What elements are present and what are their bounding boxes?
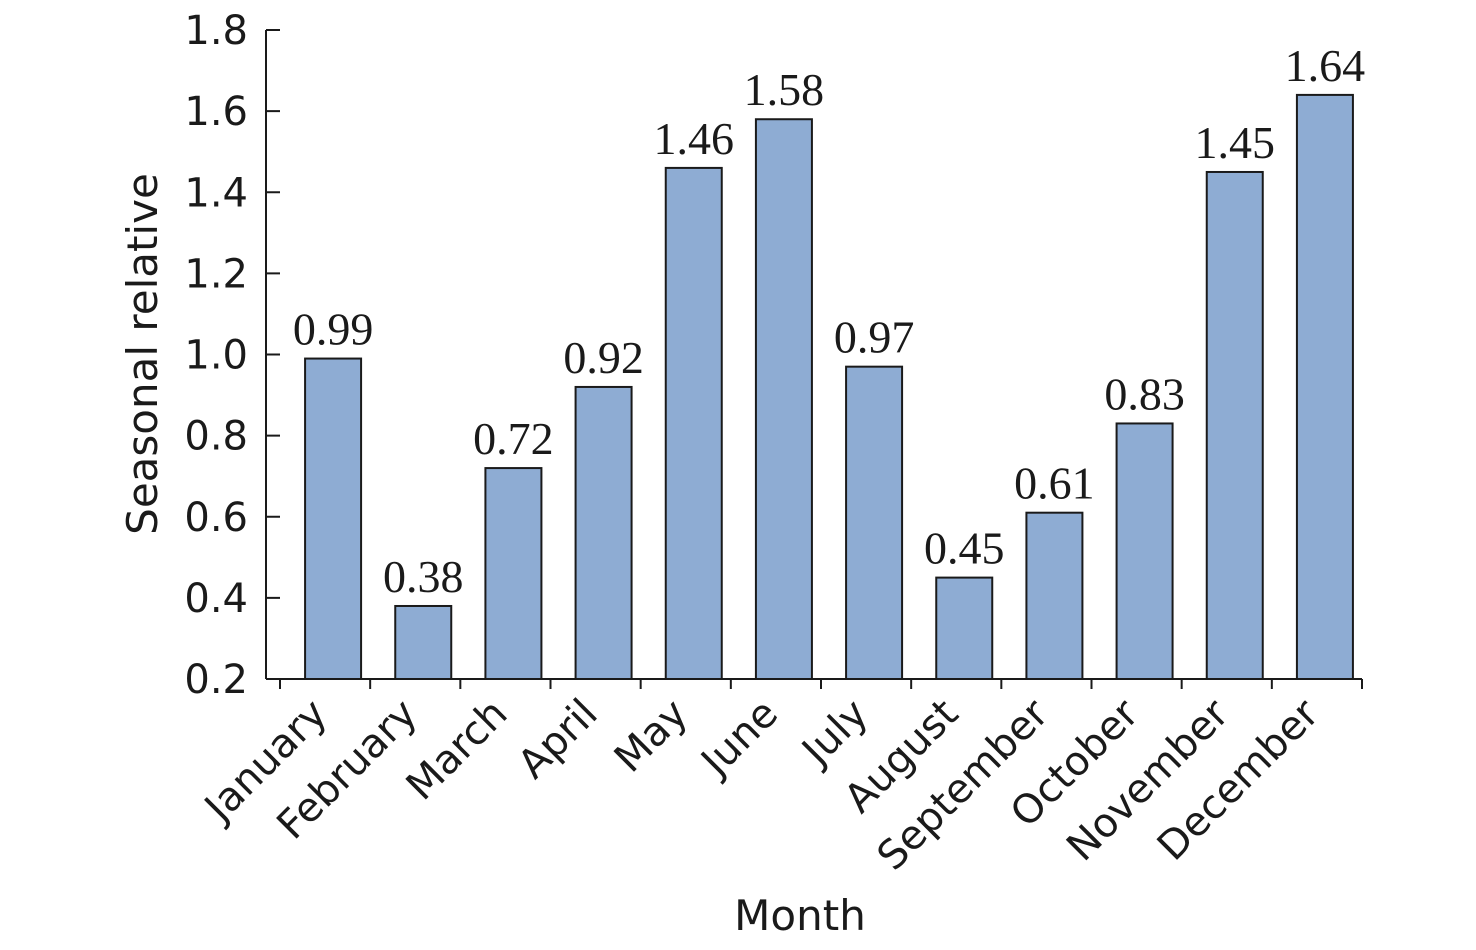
y-tick-label: 0.2 <box>184 657 248 703</box>
y-tick-label: 1.6 <box>184 89 248 135</box>
bars <box>304 93 1354 681</box>
data-label-april: 0.92 <box>563 332 644 383</box>
bar-september <box>1025 511 1084 680</box>
x-tick-label-march: March <box>398 691 517 810</box>
bar-june <box>754 118 813 681</box>
x-tick-label-may: May <box>606 691 697 782</box>
data-label-june: 1.58 <box>744 64 825 115</box>
y-axis: 0.2 0.4 0.6 0.8 1.0 1.2 1.4 1.6 1.8 <box>184 8 280 703</box>
bar-august <box>935 576 994 680</box>
bar-november <box>1205 170 1264 680</box>
x-axis-title: Month <box>734 891 866 940</box>
data-label-october: 0.83 <box>1104 368 1185 419</box>
data-label-may: 1.46 <box>654 113 735 164</box>
y-tick-label: 1.8 <box>184 8 248 54</box>
bar-july <box>845 365 904 680</box>
y-tick-label: 0.6 <box>184 495 248 541</box>
data-labels: 0.99 0.38 0.720.92 1.461.58 0.97 0.450.610.83… <box>293 40 1365 602</box>
x-tick-label-june: June <box>691 691 787 787</box>
data-label-december: 1.64 <box>1285 40 1366 91</box>
bar-may <box>664 166 723 680</box>
data-label-august: 0.45 <box>924 523 1005 574</box>
bar-february <box>394 604 453 680</box>
y-tick-label: 0.4 <box>184 576 248 622</box>
x-tick-label-april: April <box>509 691 606 788</box>
y-tick-label: 1.4 <box>184 170 248 216</box>
data-label-february: 0.38 <box>383 551 464 602</box>
y-axis-title: Seasonal relative <box>118 173 167 535</box>
data-label-january: 0.99 <box>293 304 374 355</box>
bar-october <box>1115 422 1174 680</box>
data-label-november: 1.45 <box>1195 117 1276 168</box>
data-label-september: 0.61 <box>1014 458 1095 509</box>
bar-march <box>484 467 543 681</box>
y-tick-label: 1.0 <box>184 333 248 379</box>
bar-april <box>574 385 633 680</box>
data-label-march: 0.72 <box>473 413 554 464</box>
bar-december <box>1295 93 1354 680</box>
bar-january <box>304 357 363 680</box>
data-label-july: 0.97 <box>834 312 915 363</box>
y-tick-label: 0.8 <box>184 414 248 460</box>
y-tick-label: 1.2 <box>184 251 248 297</box>
